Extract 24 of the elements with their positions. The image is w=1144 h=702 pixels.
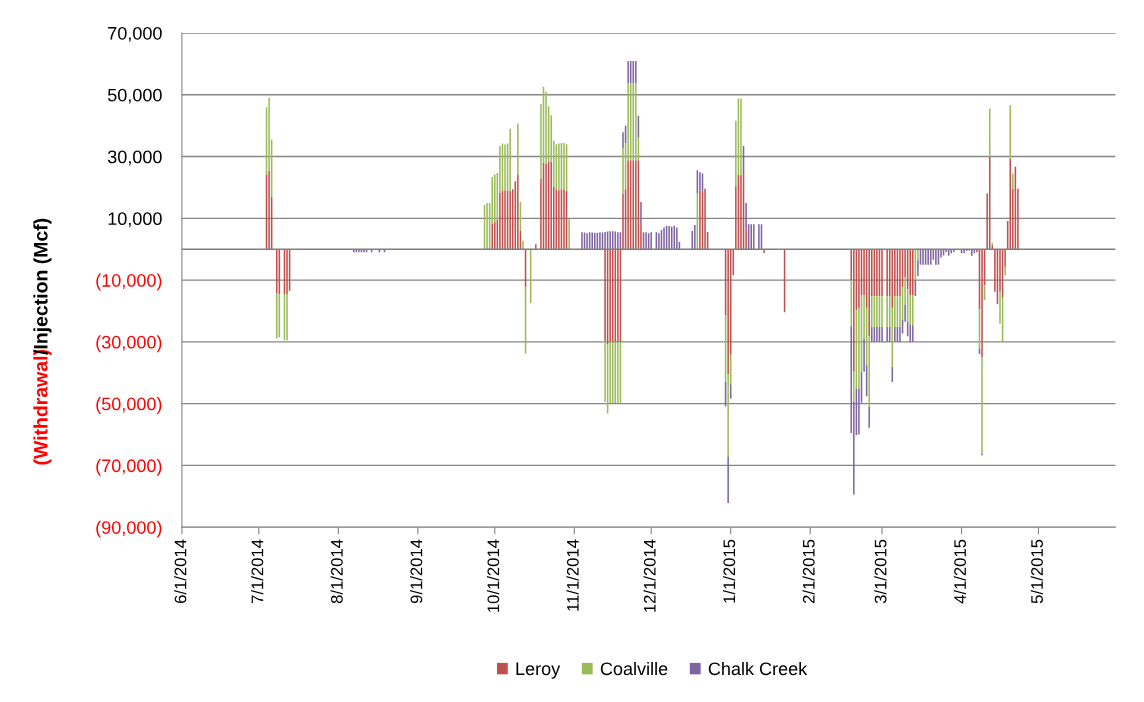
x-tick-label: 6/1/2014 xyxy=(174,539,187,604)
legend-label: Chalk Creek xyxy=(708,661,808,676)
y-tick-label: 70,000 xyxy=(108,26,162,42)
x-tick-label: 1/1/2015 xyxy=(722,539,736,603)
x-tick-label: 11/1/2014 xyxy=(566,539,579,611)
x-tick-label: 2/1/2015 xyxy=(802,539,815,604)
x-tick-label: 3/1/2015 xyxy=(874,539,887,604)
y-tick-label: 10,000 xyxy=(108,212,162,228)
y-tick-label: (10,000) xyxy=(96,273,162,291)
y-tick-label: (30,000) xyxy=(96,335,162,353)
x-tick-label: 9/1/2014 xyxy=(410,539,423,604)
y-tick-label: 30,000 xyxy=(107,150,162,166)
x-tick-label: 7/1/2014 xyxy=(251,539,264,604)
y-tick-label: (50,000) xyxy=(96,397,162,414)
y-tick-label: (90,000) xyxy=(96,520,162,538)
y-tick-label: (70,000) xyxy=(96,458,162,476)
legend-label: Coalville xyxy=(600,661,668,676)
x-tick-label: 4/1/2015 xyxy=(953,539,966,604)
y-tick-label: 50,000 xyxy=(107,88,162,104)
x-tick-label: 10/1/2014 xyxy=(487,539,500,612)
x-tick-label: 8/1/2014 xyxy=(330,539,343,604)
legend-label: Leroy xyxy=(516,662,561,679)
x-tick-label: 12/1/2014 xyxy=(643,539,656,612)
x-tick-label: 5/1/2015 xyxy=(1030,539,1043,604)
